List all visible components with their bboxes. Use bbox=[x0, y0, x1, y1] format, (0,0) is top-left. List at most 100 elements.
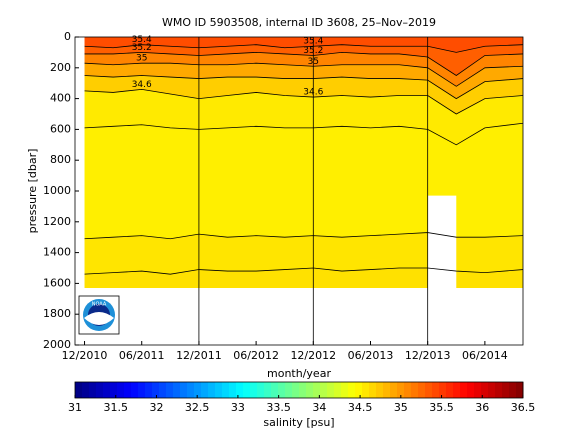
colorbar-swatch bbox=[474, 382, 482, 398]
x-tick-label: 12/2012 bbox=[290, 349, 336, 362]
plot-area: 35.4 35.435.2 35.235 3534.634.6020040060080… bbox=[43, 30, 524, 362]
x-tick-label: 06/2014 bbox=[462, 349, 508, 362]
x-tick-label: 06/2011 bbox=[119, 349, 165, 362]
colorbar-tick-label: 36.5 bbox=[511, 401, 536, 414]
colorbar-swatch bbox=[159, 382, 167, 398]
colorbar-tick-label: 35.5 bbox=[429, 401, 454, 414]
colorbar-tick-label: 31.5 bbox=[103, 401, 128, 414]
y-tick-label: 400 bbox=[50, 92, 71, 105]
colorbar-swatch bbox=[502, 382, 510, 398]
x-tick-label: 06/2012 bbox=[233, 349, 279, 362]
colorbar-swatch bbox=[278, 382, 286, 398]
colorbar-swatch bbox=[187, 382, 195, 398]
x-tick-label: 12/2010 bbox=[62, 349, 108, 362]
salinity-band bbox=[84, 44, 523, 76]
x-tick-label: 06/2013 bbox=[348, 349, 394, 362]
salinity-band bbox=[84, 268, 523, 289]
contour-label: 35.2 bbox=[132, 43, 152, 53]
contour-line bbox=[84, 122, 524, 146]
colorbar-swatch bbox=[271, 382, 279, 398]
colorbar-frame bbox=[74, 381, 524, 399]
colorbar-swatch bbox=[341, 382, 349, 398]
colorbar-swatch bbox=[173, 382, 181, 398]
y-tick-label: 1800 bbox=[43, 307, 71, 320]
x-tick-label: 12/2011 bbox=[176, 349, 222, 362]
contour-label: 35 bbox=[136, 54, 147, 64]
contour-line bbox=[84, 232, 524, 240]
colorbar-label: salinity [psu] bbox=[263, 416, 334, 429]
y-tick-label: 1600 bbox=[43, 276, 71, 289]
colorbar-swatch bbox=[383, 382, 391, 398]
colorbar-swatch bbox=[481, 382, 489, 398]
colorbar-swatch bbox=[110, 382, 118, 398]
x-axis-label: month/year bbox=[267, 367, 331, 380]
contour-line bbox=[84, 44, 524, 53]
colorbar-swatch bbox=[243, 382, 251, 398]
colorbar-tick-label: 31 bbox=[68, 401, 82, 414]
colorbar-swatch bbox=[299, 382, 307, 398]
colorbar-tick-label: 32.5 bbox=[185, 401, 210, 414]
colorbar-swatch bbox=[89, 382, 97, 398]
colorbar-swatch bbox=[376, 382, 384, 398]
y-tick-label: 1400 bbox=[43, 246, 71, 259]
colorbar-swatch bbox=[411, 382, 419, 398]
contour-line bbox=[84, 75, 524, 100]
y-tick-label: 1000 bbox=[43, 184, 71, 197]
colorbar-swatch bbox=[82, 382, 90, 398]
salinity-band bbox=[84, 75, 523, 114]
colorbar-swatch bbox=[348, 382, 356, 398]
colorbar-swatch bbox=[152, 382, 160, 398]
y-tick-label: 600 bbox=[50, 122, 71, 135]
x-tick-label: 12/2013 bbox=[405, 349, 451, 362]
colorbar-swatch bbox=[180, 382, 188, 398]
contour-label: 35.4 bbox=[132, 35, 152, 45]
colorbar-swatch bbox=[145, 382, 153, 398]
colorbar-swatch bbox=[222, 382, 230, 398]
contour-line bbox=[84, 88, 524, 115]
y-tick-label: 800 bbox=[50, 153, 71, 166]
colorbar-tick-label: 35 bbox=[394, 401, 408, 414]
colorbar-swatch bbox=[453, 382, 461, 398]
colorbar-swatch bbox=[124, 382, 132, 398]
salinity-band bbox=[84, 63, 523, 99]
colorbar-tick-label: 33 bbox=[231, 401, 245, 414]
colorbar-swatch bbox=[306, 382, 314, 398]
salinity-band bbox=[84, 89, 523, 145]
colorbar-swatch bbox=[166, 382, 174, 398]
colorbar-swatch bbox=[201, 382, 209, 398]
colorbar-swatch bbox=[257, 382, 265, 398]
colorbar-swatch bbox=[418, 382, 426, 398]
colorbar-swatch bbox=[362, 382, 370, 398]
contour-line bbox=[84, 51, 524, 76]
y-tick-label: 1200 bbox=[43, 215, 71, 228]
colorbar: 31 31.5 32 32.5 33 33.5 34 34.5 35 35.5 36 36.5 bbox=[68, 381, 536, 414]
colorbar-swatch bbox=[369, 382, 377, 398]
colorbar-swatch bbox=[215, 382, 223, 398]
colorbar-swatch bbox=[264, 382, 272, 398]
colorbar-swatch bbox=[138, 382, 146, 398]
colorbar-swatch bbox=[488, 382, 496, 398]
colorbar-swatch bbox=[285, 382, 293, 398]
data-gap bbox=[427, 195, 457, 290]
colorbar-swatch bbox=[96, 382, 104, 398]
colorbar-swatch bbox=[292, 382, 300, 398]
colorbar-swatch bbox=[460, 382, 468, 398]
colorbar-swatch bbox=[509, 382, 517, 398]
colorbar-swatch bbox=[194, 382, 202, 398]
colorbar-swatch bbox=[355, 382, 363, 398]
colorbar-swatch bbox=[75, 382, 83, 398]
colorbar-swatch bbox=[390, 382, 398, 398]
colorbar-swatch bbox=[404, 382, 412, 398]
colorbar-tick-label: 34.5 bbox=[348, 401, 373, 414]
chart-title: WMO ID 5903508, internal ID 3608, 25–Nov… bbox=[162, 16, 436, 29]
salinity-band bbox=[84, 123, 523, 239]
colorbar-swatch bbox=[236, 382, 244, 398]
colorbar-swatch bbox=[103, 382, 111, 398]
colorbar-swatch bbox=[313, 382, 321, 398]
colorbar-swatch bbox=[467, 382, 475, 398]
colorbar-swatch bbox=[446, 382, 454, 398]
colorbar-swatch bbox=[439, 382, 447, 398]
contour-line bbox=[84, 62, 524, 87]
svg-text:NOAA: NOAA bbox=[92, 302, 107, 308]
